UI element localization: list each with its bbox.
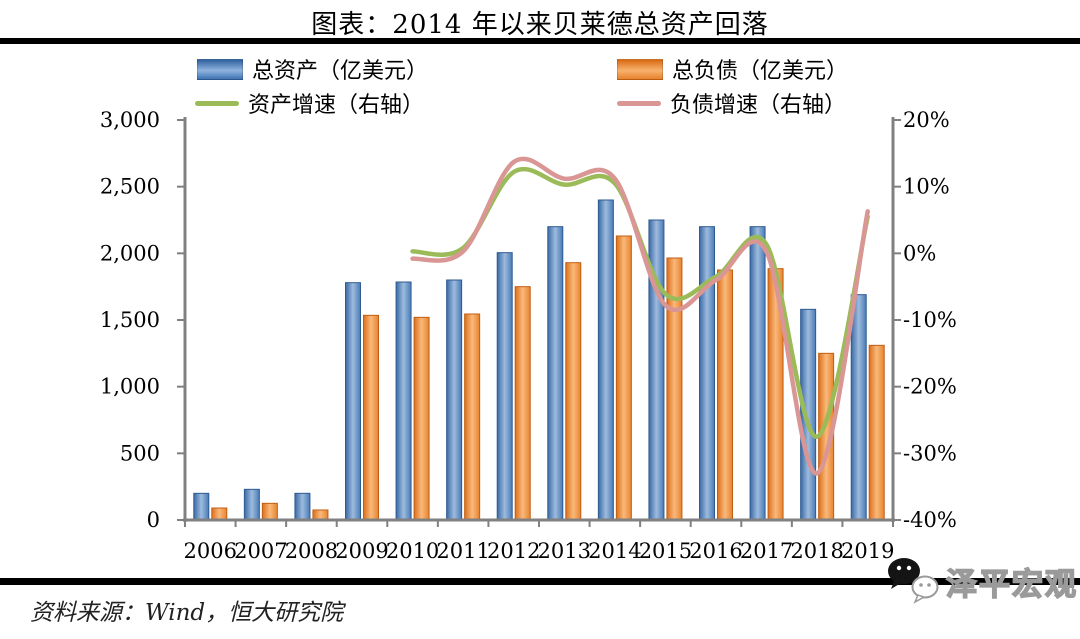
asset-growth-line	[410, 166, 870, 439]
legend-label-total-assets: 总资产（亿美元）	[252, 59, 429, 84]
x-axis-tick-label: 2017	[740, 539, 793, 563]
x-axis-tick-label: 2010	[386, 539, 439, 563]
legend-item-liability-growth: 负债增速（右轴）	[617, 87, 846, 119]
liabilities-bar	[413, 316, 430, 521]
liabilities-bar	[363, 314, 379, 521]
legend-item-total-liabilities: 总负债（亿美元）	[617, 53, 848, 85]
liability-growth-line-swatch	[617, 100, 661, 106]
x-axis-tick-label: 2009	[335, 539, 388, 563]
legend-item-asset-growth: 资产增速（右轴）	[195, 87, 424, 119]
left-axis-tick-label: 2,000	[100, 241, 160, 265]
assets-bar	[446, 279, 463, 521]
legend-label-liability-growth: 负债增速（右轴）	[670, 93, 847, 118]
x-axis-tick-label: 2006	[184, 539, 237, 563]
liability-growth-line	[410, 156, 870, 476]
right-axis-tick-label: -30%	[903, 441, 957, 465]
chat-bubbles-icon	[888, 558, 939, 604]
right-axis-tick-label: -40%	[903, 508, 957, 532]
liabilities-bar	[514, 286, 531, 521]
brand-logo: 泽平宏观	[884, 556, 1078, 604]
x-axis-tick-label: 2016	[689, 539, 742, 563]
liabilities-bar	[261, 502, 278, 521]
assets-bar	[496, 252, 513, 521]
assets-bar	[294, 492, 311, 521]
asset-growth-line-swatch	[195, 100, 239, 106]
legend-label-total-liabilities: 总负债（亿美元）	[672, 59, 849, 84]
right-axis-tick-label: 0%	[903, 241, 936, 265]
left-axis-tick-label: 1,500	[100, 308, 160, 332]
source-note: 资料来源：Wind，恒大研究院	[30, 600, 344, 626]
x-axis-tick-label: 2015	[639, 539, 692, 563]
liabilities-bar	[464, 313, 481, 521]
liabilities-bar	[211, 507, 228, 521]
x-axis-tick-label: 2019	[841, 539, 894, 563]
x-axis-tick-label: 2012	[487, 539, 540, 563]
liabilities-bar	[868, 344, 885, 521]
assets-bar	[395, 281, 412, 521]
liabilities-bar	[717, 269, 733, 521]
legend-item-total-assets: 总资产（亿美元）	[197, 53, 428, 85]
x-axis-tick-label: 2008	[285, 539, 338, 563]
x-axis-tick-label: 2011	[436, 539, 489, 563]
x-axis-tick-label: 2014	[588, 539, 641, 563]
left-axis-tick-label: 3,000	[100, 108, 160, 132]
right-axis-tick-label: -20%	[903, 375, 957, 399]
assets-bar	[345, 282, 361, 521]
liabilities-bar	[615, 235, 632, 521]
assets-bar	[699, 226, 715, 521]
x-axis-tick-label: 2013	[538, 539, 591, 563]
assets-bar-swatch	[197, 58, 243, 80]
left-axis-tick-label: 2,500	[100, 175, 160, 199]
assets-bar	[243, 488, 260, 521]
right-axis-tick-label: -10%	[903, 308, 957, 332]
liabilities-bar	[565, 262, 582, 521]
assets-bar	[193, 492, 210, 521]
x-axis-tick-label: 2007	[234, 539, 287, 563]
assets-bar	[597, 199, 614, 521]
liabilities-bar-swatch	[617, 58, 663, 80]
legend-label-asset-growth: 资产增速（右轴）	[248, 93, 425, 118]
right-axis-tick-label: 20%	[903, 108, 950, 132]
top-divider	[0, 38, 1080, 44]
left-axis-tick-label: 0	[147, 508, 160, 532]
chart-title: 图表：2014 年以来贝莱德总资产回落	[311, 10, 769, 40]
right-axis-tick-label: 10%	[903, 175, 950, 199]
assets-bar	[850, 294, 867, 521]
x-axis-tick-label: 2018	[790, 539, 843, 563]
assets-bar	[749, 226, 766, 521]
assets-bar	[547, 226, 564, 521]
left-axis-tick-label: 1,000	[100, 375, 160, 399]
bottom-divider	[0, 578, 1080, 585]
left-axis-tick-label: 500	[120, 441, 160, 465]
brand-logo-text: 泽平宏观	[945, 566, 1078, 604]
